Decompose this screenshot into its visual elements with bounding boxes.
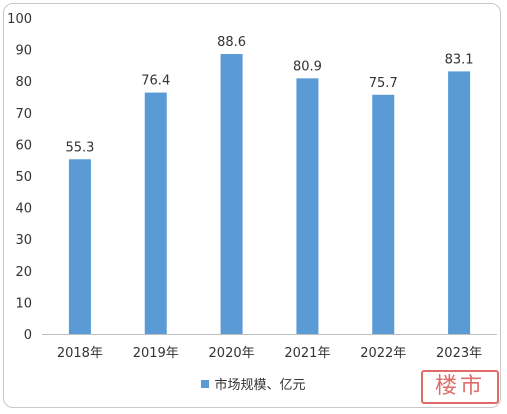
bar-2023年 xyxy=(448,71,471,335)
y-tick-label: 80 xyxy=(15,75,32,90)
data-label: 83.1 xyxy=(445,52,474,67)
x-tick-label: 2022年 xyxy=(360,346,406,361)
watermark-stamp: 楼市 xyxy=(421,370,499,404)
y-axis: 0 10 20 30 40 50 60 70 80 90 100 xyxy=(7,12,32,343)
legend-swatch xyxy=(201,379,210,388)
x-tick-label: 2020年 xyxy=(209,346,255,361)
data-label: 76.4 xyxy=(141,74,170,89)
bar-2018年 xyxy=(68,159,91,334)
y-tick-label: 50 xyxy=(15,170,32,185)
data-label: 88.6 xyxy=(217,35,246,50)
bar-2019年 xyxy=(144,92,167,335)
y-tick-label: 30 xyxy=(15,233,32,248)
y-tick-label: 20 xyxy=(15,265,32,280)
x-tick-label: 2018年 xyxy=(57,346,103,361)
y-tick-label: 100 xyxy=(7,12,32,27)
data-label: 75.7 xyxy=(369,76,398,91)
y-tick-label: 10 xyxy=(15,296,32,311)
x-axis: 2018年 2019年 2020年 2021年 2022年 2023年 xyxy=(57,346,482,361)
legend-label: 市场规模、亿元 xyxy=(214,378,306,393)
y-tick-label: 60 xyxy=(15,138,32,153)
y-tick-label: 0 xyxy=(24,328,32,343)
legend: 市场规模、亿元 xyxy=(0,374,507,393)
bars-group: 55.3 76.4 88.6 80.9 75.7 83.1 xyxy=(65,35,474,335)
data-label: 80.9 xyxy=(293,59,322,74)
x-tick-label: 2023年 xyxy=(436,346,482,361)
bar-2022年 xyxy=(372,94,395,335)
bar-2020年 xyxy=(220,54,243,335)
y-tick-label: 70 xyxy=(15,107,32,122)
x-tick-label: 2019年 xyxy=(133,346,179,361)
data-label: 55.3 xyxy=(65,140,94,155)
y-tick-label: 40 xyxy=(15,202,32,217)
y-tick-label: 90 xyxy=(15,44,32,59)
bar-2021年 xyxy=(296,78,319,334)
x-tick-label: 2021年 xyxy=(284,346,330,361)
